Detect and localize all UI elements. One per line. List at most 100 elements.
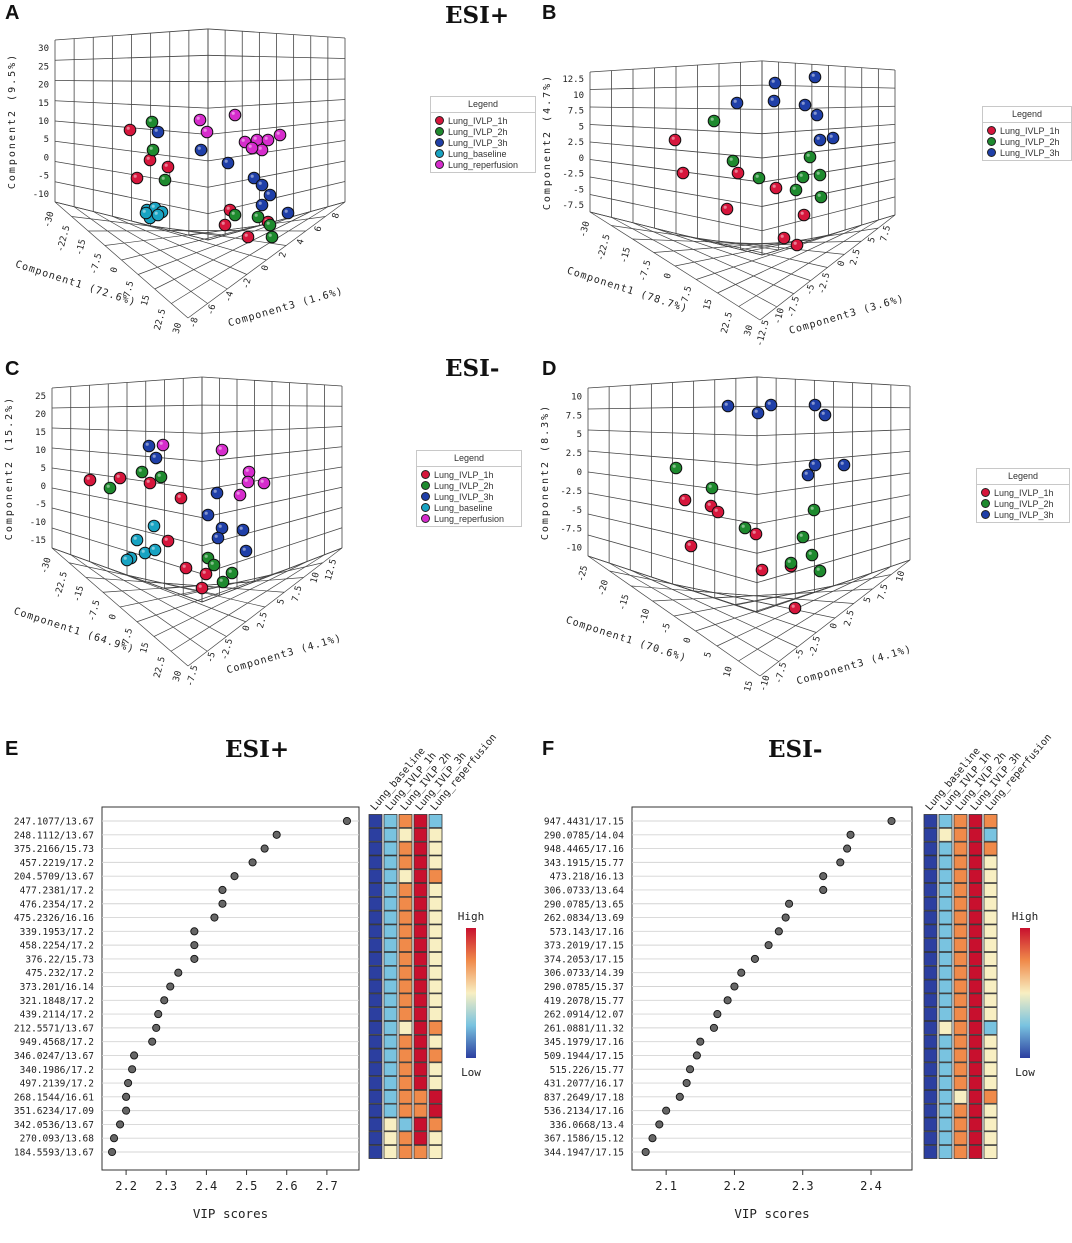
legend-c-title: Legend (417, 451, 521, 467)
grid-line (207, 54, 346, 59)
data-point (261, 133, 275, 147)
heatmap-cell (368, 896, 383, 911)
data-point (669, 461, 683, 475)
heatmap-cell (968, 827, 983, 842)
z-tick-label: -7.5 (185, 664, 200, 688)
heatmap-cell (368, 1062, 383, 1077)
grid-line (51, 447, 203, 462)
grid-line (589, 106, 763, 110)
data-point-highlight (148, 118, 152, 122)
data-point-highlight (231, 111, 235, 115)
heatmap-cell (953, 1089, 968, 1104)
grid-line (201, 547, 343, 603)
heatmap-cell (428, 952, 443, 966)
data-point-highlight (714, 508, 718, 512)
x-axis-label: Component1 (64.9%) (12, 606, 136, 656)
feature-label: 458.2254/17.2 (20, 941, 94, 952)
heatmap-cell (938, 910, 953, 925)
vip-point (130, 1051, 139, 1060)
heatmap-cell (428, 965, 443, 980)
z-tick-label: -8 (188, 316, 200, 329)
heatmap-cell (968, 1034, 983, 1049)
heatmap-cell (953, 841, 968, 856)
data-point-highlight (767, 401, 771, 405)
heatmap-cell (983, 1020, 998, 1035)
x-tick-label: 30 (743, 324, 755, 337)
heatmap-cell (923, 1076, 938, 1090)
feature-label: 261.0881/11.32 (544, 1023, 624, 1034)
grid-line (51, 427, 203, 434)
data-point-highlight (816, 171, 820, 175)
heatmap-cell (398, 896, 413, 911)
heatmap-cell (398, 814, 413, 828)
data-point (814, 190, 828, 204)
vip-point (166, 982, 175, 991)
x-tick-label: -22.5 (53, 571, 70, 600)
vip-point (819, 872, 828, 881)
legend-item: Lung_reperfusion (431, 159, 535, 170)
heatmap-cell (953, 883, 968, 897)
vip-point (272, 830, 281, 839)
heatmap-cell (938, 1103, 953, 1118)
feature-label: 477.2381/17.2 (20, 885, 94, 896)
heatmap-cell (953, 1076, 968, 1090)
heatmap-cell (428, 938, 443, 953)
heatmap-cell (368, 952, 383, 966)
y-tick-label: 0 (579, 154, 584, 164)
data-point-highlight (754, 409, 758, 413)
x-tick-label: -25 (576, 565, 590, 583)
data-point (83, 473, 97, 487)
legend-item: Lung_IVLP_2h (983, 136, 1071, 147)
data-point (265, 230, 279, 244)
data-point-highlight (133, 536, 137, 540)
data-point (139, 206, 153, 220)
feature-label: 509.1944/17.15 (544, 1051, 624, 1062)
data-point-highlight (244, 478, 248, 482)
heatmap-cell (398, 1048, 413, 1063)
vip-point (124, 1078, 133, 1088)
data-point (120, 553, 134, 567)
heatmap-cell (953, 993, 968, 1008)
heatmap-cell (953, 910, 968, 925)
x-axis-label: VIP scores (734, 1206, 809, 1221)
data-point (837, 458, 851, 472)
heatmap-cell (383, 827, 398, 842)
feature-label: 473.218/16.13 (550, 872, 624, 883)
heatmap-cell (983, 979, 998, 994)
data-point (236, 523, 250, 537)
data-point (726, 154, 740, 168)
data-point (147, 519, 161, 533)
heatmap-cell (413, 910, 428, 925)
data-point-highlight (250, 174, 254, 178)
feature-label: 367.1586/15.12 (544, 1134, 624, 1145)
x-tick-label: 15 (743, 680, 755, 693)
z-tick-label: 5 (276, 598, 287, 606)
heatmap-cell (428, 1062, 443, 1077)
data-point (668, 133, 682, 147)
feature-label: 290.0785/13.65 (544, 899, 624, 910)
data-point-highlight (86, 476, 90, 480)
x-axis-label: VIP scores (193, 1206, 268, 1221)
data-point (156, 438, 170, 452)
vip-point (218, 885, 227, 895)
data-point (151, 125, 165, 139)
heatmap-cell (953, 1007, 968, 1021)
z-tick-label: 7.5 (879, 224, 893, 242)
x-tick-label: 30 (172, 670, 184, 683)
data-point-highlight (733, 99, 737, 103)
vip-point (675, 1092, 684, 1101)
heatmap-cell (968, 1117, 983, 1132)
data-point (801, 468, 815, 482)
grid-line (187, 201, 346, 319)
heatmap-cell (923, 1007, 938, 1021)
data-point (263, 188, 277, 202)
legend-label: Lung_IVLP_3h (434, 491, 494, 502)
heatmap-cell (428, 910, 443, 925)
z-tick-label: 4 (296, 238, 307, 246)
feature-label: 344.1947/17.15 (544, 1148, 624, 1159)
legend-label: Lung_IVLP_2h (448, 126, 508, 137)
feature-label: 247.1077/13.67 (14, 817, 94, 828)
data-point (158, 173, 172, 187)
data-point-highlight (245, 468, 249, 472)
data-point-highlight (258, 201, 262, 205)
